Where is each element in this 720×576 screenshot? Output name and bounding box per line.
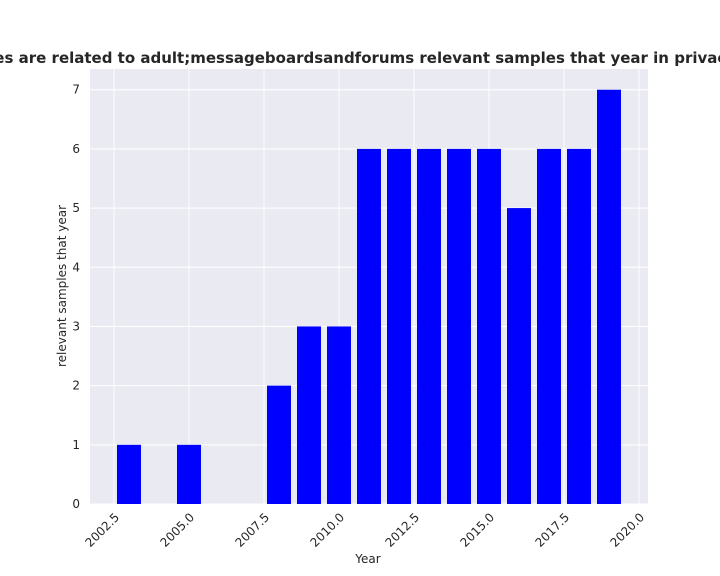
bar (597, 89, 621, 504)
x-tick-label: 2010.0 (308, 510, 348, 550)
x-axis-label: Year (354, 552, 380, 566)
x-tick-label: 2020.0 (608, 510, 648, 550)
y-tick-label: 4 (72, 260, 80, 274)
bar (357, 148, 381, 505)
bar (507, 208, 531, 504)
bar (327, 326, 351, 504)
y-tick-label: 7 (72, 83, 80, 97)
bar (417, 148, 441, 505)
y-tick-label: 0 (72, 497, 80, 511)
y-tick-label: 6 (72, 142, 80, 156)
y-tick-label: 3 (72, 319, 80, 333)
bar (537, 148, 561, 505)
bar (297, 326, 321, 504)
bar (117, 444, 141, 504)
bar (387, 148, 411, 505)
bar (477, 148, 501, 505)
chart-title: Categories are related to adult;messageb… (0, 49, 720, 67)
x-tick-label: 2002.5 (83, 510, 123, 550)
y-axis-ticks: 0 1 2 3 4 5 6 7 (72, 83, 80, 511)
bars (117, 89, 621, 505)
x-tick-label: 2017.5 (533, 510, 573, 550)
y-tick-label: 5 (72, 201, 80, 215)
x-tick-label: 2015.0 (458, 510, 498, 550)
x-tick-label: 2007.5 (233, 510, 273, 550)
y-tick-label: 2 (72, 379, 80, 393)
y-axis-label: relevant samples that year (55, 205, 69, 367)
bar (177, 444, 201, 504)
bar (447, 148, 471, 505)
y-tick-label: 1 (72, 438, 80, 452)
x-axis-ticks: 2002.5 2005.0 2007.5 2010.0 2012.5 2015.0 2017… (83, 510, 648, 550)
bar (267, 385, 291, 504)
x-tick-label: 2012.5 (383, 510, 423, 550)
x-tick-label: 2005.0 (158, 510, 198, 550)
bar (567, 148, 591, 505)
